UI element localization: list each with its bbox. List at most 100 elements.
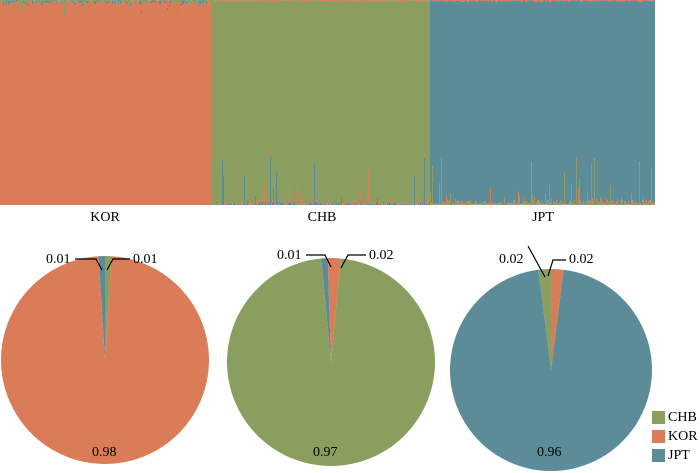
admixture-bar-chb-kor [354, 200, 356, 205]
admixture-bar-chb-kor [254, 0, 256, 2]
admixture-bar-jpt-jpt [531, 0, 533, 163]
admixture-bar-chb-chb [223, 1, 225, 175]
admixture-bar-jpt-jpt [434, 0, 436, 204]
admixture-bar-chb-kor [330, 0, 332, 2]
admixture-bar-chb-kor [220, 203, 222, 205]
admixture-bar-jpt-kor [445, 203, 447, 205]
admixture-bar-jpt-jpt [631, 0, 633, 194]
admixture-bar-jpt-chb [592, 201, 594, 205]
admixture-bar-jpt-chb [450, 194, 452, 205]
admixture-bar-kor-kor [144, 4, 146, 205]
admixture-bar-chb-chb [243, 2, 245, 204]
admixture-bar-jpt-jpt [466, 0, 468, 202]
admixture-bar-kor-kor [185, 0, 187, 205]
admixture-bar-kor-jpt [81, 0, 83, 2]
admixture-bar-jpt-kor [514, 0, 516, 2]
admixture-bar-kor-kor [109, 0, 111, 205]
admixture-bar-chb-jpt [370, 203, 372, 205]
admixture-bar-chb-kor [289, 184, 291, 203]
admixture-bar-jpt-kor [495, 0, 497, 1]
admixture-bar-chb-chb [356, 1, 358, 202]
admixture-bar-jpt-kor [453, 203, 455, 204]
admixture-bar-chb-jpt [244, 175, 246, 205]
admixture-bar-chb-jpt [264, 204, 266, 205]
admixture-bar-chb-jpt [212, 204, 214, 205]
admixture-bar-chb-jpt [315, 202, 317, 205]
admixture-bar-jpt-kor [593, 0, 595, 2]
admixture-bar-chb-chb [287, 0, 289, 204]
admixture-bar-chb-kor [411, 203, 413, 205]
admixture-bar-chb-jpt [260, 204, 262, 205]
admixture-bar-jpt-kor [639, 0, 641, 2]
admixture-bar-chb-kor [213, 0, 215, 2]
admixture-bar-jpt-kor [589, 200, 591, 205]
admixture-bar-jpt-kor [532, 0, 534, 2]
admixture-bar-jpt-jpt [606, 0, 608, 199]
admixture-bar-jpt-kor [524, 0, 526, 1]
admixture-bar-kor-kor [90, 0, 92, 206]
admixture-bar-kor-chb [83, 0, 85, 4]
admixture-bar-chb-jpt [306, 203, 308, 205]
admixture-bar-jpt-kor [500, 0, 502, 2]
admixture-bar-chb-kor [307, 203, 309, 205]
admixture-bar-jpt-jpt [607, 0, 609, 201]
admixture-bar-chb-chb [378, 1, 380, 202]
admixture-bar-jpt-kor [484, 0, 486, 2]
admixture-bar-chb-chb [274, 1, 276, 201]
admixture-bar-kor-jpt [200, 0, 202, 5]
admixture-bar-chb-chb [237, 0, 239, 203]
admixture-bar-chb-kor [235, 0, 237, 1]
admixture-bar-chb-kor [415, 0, 417, 2]
admixture-bar-jpt-chb [562, 203, 564, 205]
admixture-bar-jpt-chb [447, 204, 449, 205]
admixture-bar-chb-kor [300, 202, 302, 205]
admixture-bar-kor-kor [0, 3, 2, 205]
admixture-bar-jpt-jpt [543, 0, 545, 203]
admixture-bar-chb-chb [267, 1, 269, 202]
admixture-bar-chb-jpt [293, 201, 295, 205]
admixture-bar-kor-kor [19, 1, 21, 205]
admixture-bar-jpt-kor [504, 197, 506, 202]
admixture-bar-jpt-chb [519, 204, 521, 205]
admixture-bar-jpt-kor [498, 203, 500, 205]
admixture-bar-jpt-jpt [481, 0, 483, 202]
legend-label-chb: CHB [668, 409, 697, 425]
admixture-bar-chb-kor [350, 203, 352, 205]
admixture-bar-kor-jpt [119, 0, 121, 2]
admixture-bar-jpt-kor [640, 0, 642, 3]
admixture-bar-chb-jpt [233, 203, 235, 205]
admixture-bar-chb-kor [296, 189, 298, 205]
admixture-bar-chb-chb [402, 1, 404, 204]
admixture-bar-jpt-chb [514, 203, 516, 205]
admixture-bar-chb-jpt [262, 202, 264, 205]
admixture-bar-chb-kor [225, 202, 227, 205]
admixture-bar-chb-chb [354, 1, 356, 201]
admixture-bar-kor-kor [87, 3, 89, 205]
admixture-bar-chb-chb [227, 1, 229, 203]
admixture-bar-kor-chb [72, 0, 74, 1]
admixture-bar-chb-jpt [243, 204, 245, 205]
admixture-bar-chb-chb [321, 0, 323, 204]
admixture-bar-chb-kor [424, 155, 426, 157]
admixture-bar-chb-kor [355, 200, 357, 204]
admixture-bar-jpt-chb [600, 201, 602, 205]
admixture-bar-chb-chb [235, 0, 237, 203]
admixture-bar-kor-jpt [56, 3, 58, 4]
admixture-bar-chb-chb [381, 1, 383, 205]
admixture-bar-jpt-kor [543, 202, 545, 205]
admixture-bar-chb-kor [288, 201, 290, 203]
admixture-bar-chb-chb [276, 1, 278, 171]
admixture-bar-kor-kor [1, 0, 3, 206]
admixture-bar-kor-jpt [97, 0, 99, 2]
admixture-bar-kor-kor [70, 1, 72, 206]
admixture-bar-kor-chb [126, 0, 128, 1]
admixture-bar-jpt-jpt [508, 2, 510, 204]
admixture-bar-jpt-chb [430, 193, 432, 205]
admixture-bar-jpt-kor [617, 199, 619, 203]
admixture-bar-chb-kor [323, 203, 325, 205]
admixture-bar-jpt-kor [461, 201, 463, 204]
admixture-bar-jpt-jpt [574, 0, 576, 201]
admixture-bar-chb-kor [380, 0, 382, 1]
admixture-bar-chb-jpt [224, 204, 226, 205]
admixture-bar-jpt-kor [452, 0, 454, 2]
